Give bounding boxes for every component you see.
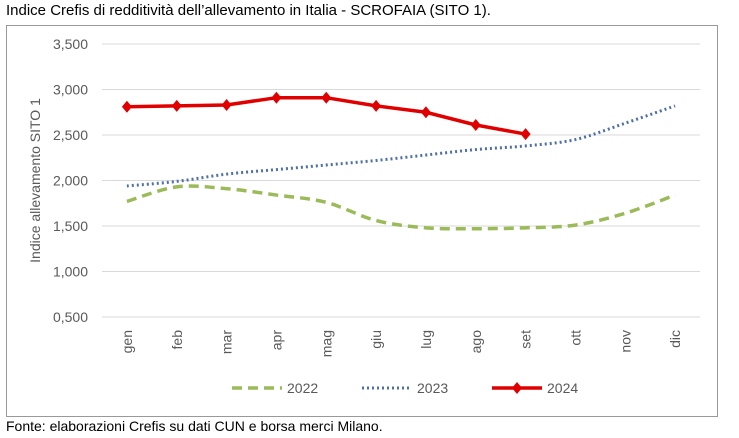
y-tick-label: 3,000 xyxy=(53,82,88,98)
legend-label: 2022 xyxy=(287,380,318,396)
series-line-2022 xyxy=(126,184,676,231)
x-tick-label: apr xyxy=(268,330,284,351)
x-tick-label: set xyxy=(518,330,534,349)
x-tick-label: dic xyxy=(667,330,683,348)
y-tick-label: 2,500 xyxy=(53,127,88,143)
chart-title: Indice Crefis di redditività dell’alleva… xyxy=(6,2,491,19)
x-tick-label: lug xyxy=(418,330,434,349)
data-point xyxy=(321,91,332,104)
data-point xyxy=(371,99,382,112)
data-point xyxy=(221,98,232,111)
x-tick-label: mag xyxy=(318,330,334,357)
x-tick-label: ott xyxy=(567,330,583,346)
data-point xyxy=(520,128,531,141)
data-point xyxy=(121,100,132,113)
data-point xyxy=(171,99,182,112)
x-tick-label: giu xyxy=(368,330,384,349)
x-tick-label: gen xyxy=(119,330,135,353)
legend-marker xyxy=(512,382,522,394)
y-tick-label: 1,000 xyxy=(53,264,88,280)
y-tick-label: 2,000 xyxy=(53,173,88,189)
x-tick-label: feb xyxy=(169,330,185,350)
data-point xyxy=(420,106,431,119)
y-tick-label: 1,500 xyxy=(53,218,88,234)
y-tick-label: 3,500 xyxy=(53,36,88,52)
y-tick-label: 0,500 xyxy=(53,309,88,325)
source-note: Fonte: elaborazioni Crefis su dati CUN e… xyxy=(6,418,383,434)
data-point xyxy=(470,118,481,131)
series-line-2023 xyxy=(126,104,676,188)
x-tick-label: mar xyxy=(219,330,235,354)
x-tick-label: ago xyxy=(468,330,484,354)
x-tick-label: nov xyxy=(617,330,633,353)
y-axis-label: Indice allevamento SITO 1 xyxy=(27,98,43,263)
legend-label: 2023 xyxy=(417,380,448,396)
legend-label: 2024 xyxy=(547,380,578,396)
chart-frame xyxy=(6,25,718,417)
data-point xyxy=(271,91,282,104)
